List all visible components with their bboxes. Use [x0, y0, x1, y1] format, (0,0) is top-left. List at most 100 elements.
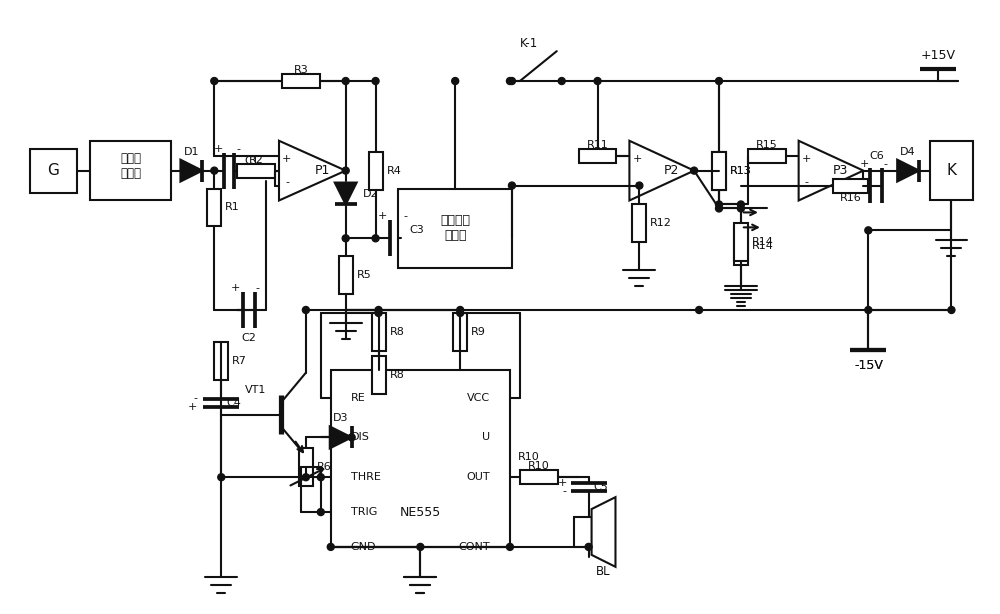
Circle shape: [457, 309, 464, 316]
Text: C2: C2: [242, 333, 257, 343]
Text: C1: C1: [244, 156, 259, 166]
Circle shape: [636, 182, 643, 189]
Bar: [90, 141, 171, 201]
Text: +: +: [378, 211, 387, 222]
Circle shape: [865, 227, 872, 234]
Text: -: -: [193, 394, 197, 403]
Text: G: G: [48, 163, 59, 178]
Bar: [398, 188, 512, 268]
Text: +15V: +15V: [921, 49, 956, 61]
Bar: [369, 152, 383, 190]
Text: R6: R6: [317, 462, 332, 472]
Text: CONT: CONT: [458, 542, 490, 552]
Text: R10: R10: [518, 453, 540, 462]
Text: R10: R10: [528, 461, 550, 472]
Circle shape: [327, 543, 334, 550]
Text: RE: RE: [351, 392, 365, 403]
Circle shape: [558, 77, 565, 85]
Text: -15V: -15V: [854, 359, 883, 372]
Circle shape: [508, 77, 515, 85]
Circle shape: [342, 77, 349, 85]
Text: +: +: [557, 478, 567, 488]
Text: OUT: OUT: [466, 472, 490, 482]
Bar: [214, 342, 228, 379]
Circle shape: [948, 306, 955, 314]
Text: GND: GND: [351, 542, 376, 552]
Circle shape: [211, 77, 218, 85]
Circle shape: [348, 434, 355, 441]
Circle shape: [342, 167, 349, 174]
Text: NE555: NE555: [400, 505, 441, 519]
Text: D1: D1: [184, 147, 199, 157]
Text: P2: P2: [664, 164, 679, 177]
Text: R14: R14: [752, 237, 774, 247]
Text: C6: C6: [869, 150, 884, 161]
Polygon shape: [897, 160, 919, 182]
Text: -: -: [236, 144, 240, 154]
Circle shape: [594, 77, 601, 85]
Circle shape: [506, 543, 513, 550]
Circle shape: [452, 77, 459, 85]
Text: -15V: -15V: [854, 359, 883, 372]
Circle shape: [508, 182, 515, 189]
Bar: [748, 149, 786, 163]
Text: -: -: [255, 283, 259, 293]
Bar: [207, 188, 221, 227]
Text: C4: C4: [226, 398, 241, 408]
Circle shape: [218, 474, 225, 481]
Circle shape: [716, 77, 722, 85]
Text: D2: D2: [363, 188, 378, 198]
Text: R3: R3: [294, 65, 308, 75]
Text: +: +: [188, 402, 197, 411]
Text: R9: R9: [471, 327, 486, 337]
Polygon shape: [180, 160, 202, 182]
Text: R5: R5: [357, 270, 371, 280]
Circle shape: [375, 306, 382, 314]
Text: THRE: THRE: [351, 472, 381, 482]
Bar: [339, 256, 353, 294]
Circle shape: [317, 508, 324, 516]
Circle shape: [696, 306, 703, 314]
Text: R15: R15: [756, 140, 778, 150]
Text: C5: C5: [594, 482, 608, 492]
Text: +: +: [860, 158, 869, 169]
Text: +: +: [282, 154, 292, 164]
Text: C3: C3: [409, 225, 424, 235]
Text: TRIG: TRIG: [351, 507, 377, 517]
Text: 非线性补
偿电路: 非线性补 偿电路: [440, 214, 470, 243]
Text: -: -: [563, 486, 567, 496]
Text: BL: BL: [596, 565, 611, 578]
Circle shape: [375, 309, 382, 316]
Circle shape: [691, 167, 698, 174]
Bar: [372, 356, 386, 394]
Text: D4: D4: [900, 147, 916, 157]
Text: -: -: [285, 177, 289, 187]
Bar: [372, 313, 386, 351]
Circle shape: [302, 306, 309, 314]
Polygon shape: [799, 141, 863, 201]
Bar: [712, 152, 726, 190]
Bar: [734, 227, 748, 265]
Circle shape: [342, 235, 349, 242]
Text: R1: R1: [225, 203, 240, 212]
Bar: [579, 149, 616, 163]
Text: 线性放
大电路: 线性放 大电路: [120, 152, 141, 180]
Text: D3: D3: [333, 413, 348, 424]
Text: VCC: VCC: [467, 392, 490, 403]
Polygon shape: [335, 182, 357, 204]
Text: -: -: [635, 177, 639, 187]
Circle shape: [211, 167, 218, 174]
Text: +: +: [633, 154, 642, 164]
Bar: [299, 448, 313, 486]
Circle shape: [585, 543, 592, 550]
Circle shape: [457, 306, 464, 314]
Circle shape: [372, 77, 379, 85]
Circle shape: [372, 235, 379, 242]
Text: R8: R8: [390, 370, 404, 379]
Text: R7: R7: [232, 356, 247, 366]
Circle shape: [716, 201, 722, 208]
Text: DIS: DIS: [351, 432, 370, 443]
Text: R16: R16: [840, 193, 861, 203]
Text: -: -: [805, 177, 809, 187]
Text: R11: R11: [587, 140, 608, 150]
